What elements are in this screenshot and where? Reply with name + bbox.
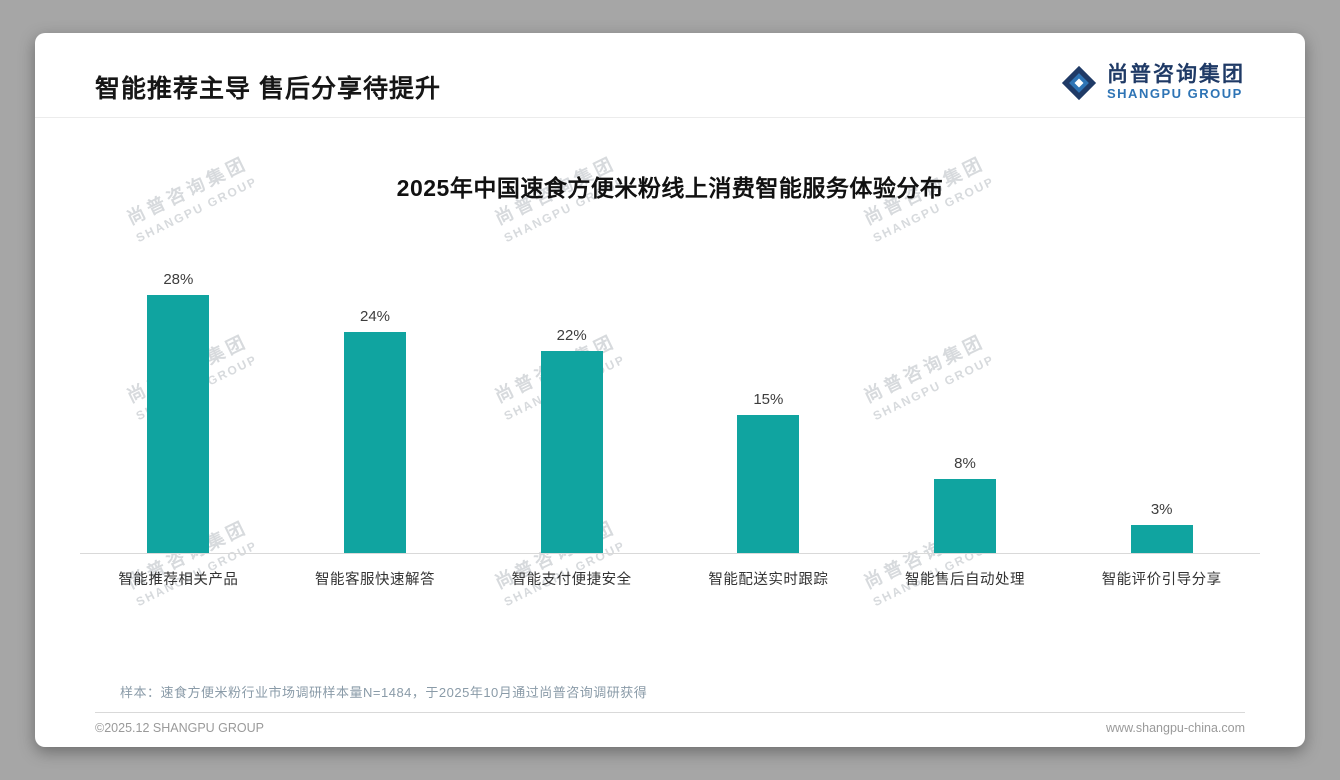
- category-label: 智能售后自动处理: [905, 572, 1026, 588]
- bar: [540, 351, 603, 553]
- bar-column: 28%: [80, 271, 277, 553]
- bar-value-label: 8%: [954, 455, 976, 472]
- bar-chart: 28% 24% 22% 15% 8% 3% 智能推荐相关产品 智能客服快速解答 智能支付便捷安…: [80, 271, 1260, 589]
- brand-name-cn: 尚普咨询集团: [1107, 63, 1245, 86]
- brand-logo: 尚普咨询集团 SHANGPU GROUP: [1061, 63, 1245, 103]
- category-label: 智能推荐相关产品: [118, 572, 239, 588]
- brand-logo-text: 尚普咨询集团 SHANGPU GROUP: [1107, 63, 1245, 103]
- bar-column: 22%: [473, 277, 670, 553]
- bar: [147, 295, 210, 553]
- bar-column: 8%: [867, 277, 1064, 553]
- category-label: 智能支付便捷安全: [511, 572, 632, 588]
- category-row: 智能推荐相关产品 智能客服快速解答 智能支付便捷安全 智能配送实时跟踪 智能售后自动处理…: [80, 568, 1260, 589]
- header: 智能推荐主导 售后分享待提升 尚普咨询集团 SHANGPU GROUP: [35, 33, 1305, 118]
- bar: [344, 332, 406, 553]
- footer-copyright: ©2025.12 SHANGPU GROUP: [95, 721, 264, 735]
- bar-value-label: 15%: [753, 391, 784, 408]
- footer-website: www.shangpu-china.com: [1106, 721, 1245, 735]
- category-label: 智能客服快速解答: [315, 572, 435, 588]
- bar: [1130, 525, 1193, 553]
- slide-card: 尚普咨询集团 SHANGPU GROUP 尚普咨询集团 SHANGPU GROUP 尚普…: [35, 33, 1305, 747]
- category-label: 智能评价引导分享: [1101, 572, 1222, 588]
- footer-divider: [95, 712, 1245, 713]
- brand-name-en: SHANGPU GROUP: [1107, 86, 1243, 102]
- bar-column: 24%: [277, 277, 474, 553]
- slide-content: 智能推荐主导 售后分享待提升 尚普咨询集团 SHANGPU GROUP 2025…: [35, 33, 1305, 747]
- bar-value-label: 22%: [556, 327, 587, 344]
- bar-value-label: 24%: [359, 308, 391, 325]
- bar-value-label: 3%: [1150, 501, 1173, 518]
- sample-note: 样本：速食方便米粉行业市场调研样本量N=1484，于2025年10月通过尚普咨询…: [120, 685, 648, 700]
- shangpu-logo-icon: [1061, 65, 1097, 101]
- category-label: 智能配送实时跟踪: [708, 572, 829, 588]
- bar-value-label: 28%: [163, 271, 194, 288]
- page-title: 智能推荐主导 售后分享待提升: [95, 75, 441, 103]
- bar: [934, 479, 997, 553]
- footer: ©2025.12 SHANGPU GROUP www.shangpu-china…: [95, 721, 1245, 735]
- bar: [737, 415, 800, 553]
- bar-column: 3%: [1063, 277, 1260, 553]
- plot-area: 28% 24% 22% 15% 8% 3%: [80, 271, 1260, 554]
- bar-column: 15%: [670, 277, 867, 553]
- chart-title: 2025年中国速食方便米粉线上消费智能服务体验分布: [396, 175, 944, 201]
